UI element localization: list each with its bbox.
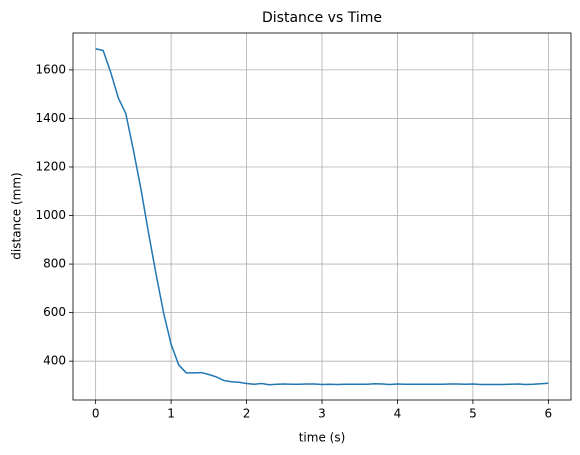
x-tick-label: 4 [394, 407, 402, 421]
x-tick-label: 6 [545, 407, 553, 421]
y-tick-label: 1000 [35, 208, 66, 222]
x-tick-label: 0 [92, 407, 100, 421]
y-tick-label: 1200 [35, 159, 66, 173]
chart-title: Distance vs Time [262, 10, 382, 26]
x-tick-label: 2 [243, 407, 251, 421]
y-tick-label: 1600 [35, 62, 66, 76]
y-tick-label: 600 [43, 305, 66, 319]
y-axis-label: distance (mm) [10, 172, 24, 259]
data-line [95, 48, 549, 386]
y-tick-label: 1400 [35, 111, 66, 125]
x-tick-label: 1 [167, 407, 175, 421]
x-tick-label: 5 [469, 407, 477, 421]
x-axis-label: time (s) [299, 431, 346, 445]
plot-frame [72, 32, 572, 401]
x-tick-label: 3 [318, 407, 326, 421]
y-tick-label: 800 [43, 257, 66, 271]
y-tick-label: 400 [43, 354, 66, 368]
